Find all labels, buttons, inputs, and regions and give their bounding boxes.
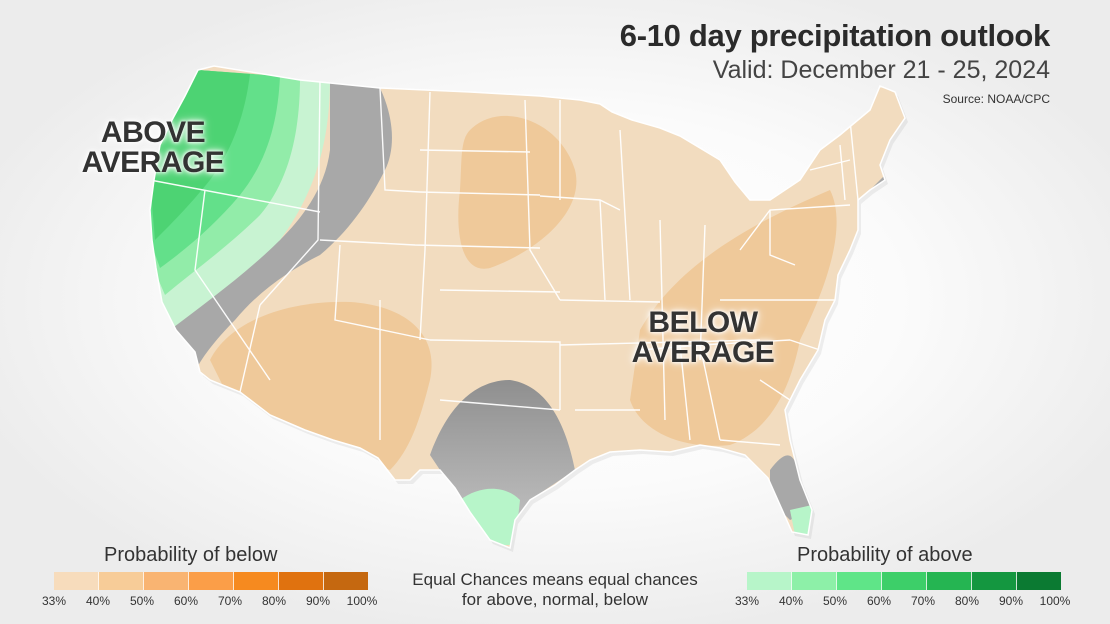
legend-below-swatch (278, 572, 323, 590)
legend-below-tick-label: 40% (85, 594, 111, 608)
state-borders (150, 79, 859, 446)
equal-chances-florida (770, 455, 812, 520)
equal-chances-west (170, 80, 392, 372)
legend-above-swatch (926, 572, 971, 590)
legend-above-tick-label: 80% (954, 594, 980, 608)
legend-below-title: Probability of below (104, 544, 278, 566)
below-40-southwest (210, 301, 432, 470)
legend-below-tick-label: 60% (173, 594, 199, 608)
legend-above-swatch (881, 572, 926, 590)
legend-below-tick-label: 90% (305, 594, 331, 608)
legend-below-swatch (143, 572, 188, 590)
legend-above-swatch (836, 572, 881, 590)
legend-above-tick-label: 100% (1039, 594, 1071, 608)
legend-above-title: Probability of above (797, 544, 973, 566)
legend-above-swatch (747, 572, 791, 590)
legend-below-tick-label: 70% (217, 594, 243, 608)
legend-above-tick-label: 40% (778, 594, 804, 608)
legend-below-swatch (323, 572, 368, 590)
above-33-south-texas (460, 488, 520, 545)
legend-above-scale (747, 572, 1061, 590)
map-subtitle: Valid: December 21 - 25, 2024 (712, 56, 1050, 84)
legend-below-swatch (98, 572, 143, 590)
legend-below-swatch (233, 572, 278, 590)
legend-above-swatch (971, 572, 1016, 590)
legend-above-tick-label: 50% (822, 594, 848, 608)
below-40-northern-plains (458, 115, 577, 269)
legend-above-tick-label: 60% (866, 594, 892, 608)
legend-below-ticks: 33% 40% 50% 60% 70% 80% 90% 100% (42, 594, 377, 608)
below-average-label: BELOW AVERAGE (631, 306, 775, 369)
legend-above-swatch (791, 572, 836, 590)
legend-below-scale (54, 572, 368, 590)
above-33-south-florida (790, 505, 812, 540)
legend-below-tick-label: 100% (346, 594, 378, 608)
legend-above-tick-label: 70% (910, 594, 936, 608)
legend-below-tick-label: 33% (41, 594, 67, 608)
legend-below-swatch (188, 572, 233, 590)
below-40-southeast (630, 190, 837, 446)
legend-above-swatch (1016, 572, 1061, 590)
legend-below-tick-label: 50% (129, 594, 155, 608)
legend-below-tick-label: 80% (261, 594, 287, 608)
legend-above-tick-label: 33% (734, 594, 760, 608)
legend-below-swatch (54, 572, 98, 590)
source-credit: Source: NOAA/CPC (942, 92, 1050, 106)
map-title: 6-10 day precipitation outlook (619, 18, 1051, 53)
equal-chances-note: Equal Chances means equal chances for ab… (412, 570, 698, 609)
legend-above-tick-label: 90% (998, 594, 1024, 608)
legend-above-ticks: 33% 40% 50% 60% 70% 80% 90% 100% (735, 594, 1070, 608)
above-average-label: ABOVE AVERAGE (81, 116, 225, 179)
